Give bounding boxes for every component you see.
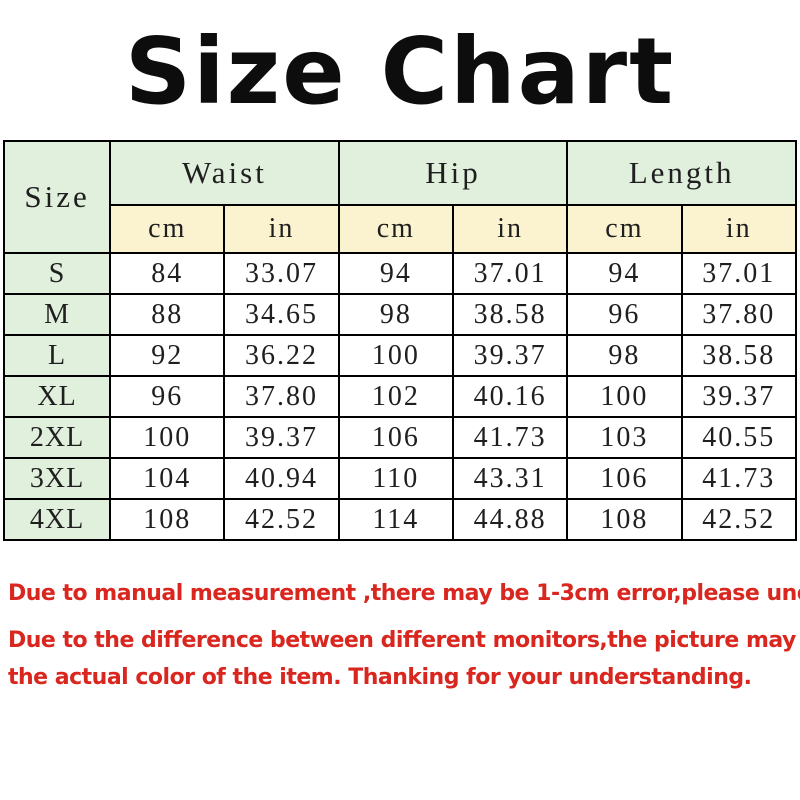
disclaimer-line-1: Due to manual measurement ,there may be … [8, 581, 800, 606]
table-row: 4XL 108 42.52 114 44.88 108 42.52 [2, 498, 798, 541]
cell-waist-cm: 96 [109, 375, 226, 418]
cell-length-cm: 96 [566, 293, 683, 336]
table-header-unit-row: cm in cm in cm in [4, 204, 798, 254]
cell-waist-in: 42.52 [223, 498, 340, 541]
cell-length-cm: 108 [566, 498, 683, 541]
cell-hip-in: 38.58 [451, 293, 569, 336]
cell-length-cm: 98 [566, 334, 683, 377]
size-label: M [2, 293, 112, 336]
cell-length-cm: 103 [566, 416, 683, 459]
unit-header-hip-in: in [451, 204, 569, 254]
cell-length-cm: 100 [566, 375, 683, 418]
unit-header-length-cm: cm [566, 204, 683, 254]
column-group-hip: Hip [337, 140, 569, 206]
cell-waist-cm: 104 [109, 457, 226, 500]
cell-waist-cm: 92 [109, 334, 226, 377]
cell-waist-cm: 84 [109, 252, 226, 295]
cell-length-in: 37.80 [680, 293, 798, 336]
table-row: S 84 33.07 94 37.01 94 37.01 [2, 252, 798, 295]
size-label: L [2, 334, 112, 377]
size-label: 2XL [2, 416, 112, 459]
table-row: XL 96 37.80 102 40.16 100 39.37 [2, 375, 798, 418]
cell-hip-in: 43.31 [451, 457, 569, 500]
cell-waist-in: 39.37 [223, 416, 340, 459]
table-row: L 92 36.22 100 39.37 98 38.58 [2, 334, 798, 377]
cell-hip-cm: 98 [337, 293, 454, 336]
cell-waist-cm: 108 [109, 498, 226, 541]
size-label: XL [2, 375, 112, 418]
table-row: 2XL 100 39.37 106 41.73 103 40.55 [2, 416, 798, 459]
cell-hip-in: 39.37 [451, 334, 569, 377]
cell-waist-in: 36.22 [223, 334, 340, 377]
page-title: Size Chart [124, 18, 676, 125]
cell-length-cm: 94 [566, 252, 683, 295]
column-group-waist: Waist [109, 140, 340, 206]
cell-waist-cm: 100 [109, 416, 226, 459]
cell-hip-in: 40.16 [451, 375, 569, 418]
cell-hip-cm: 94 [337, 252, 454, 295]
cell-length-in: 38.58 [680, 334, 798, 377]
table-row: M 88 34.65 98 38.58 96 37.80 [2, 293, 798, 336]
unit-header-waist-cm: cm [109, 204, 226, 254]
cell-hip-cm: 102 [337, 375, 454, 418]
cell-length-in: 40.55 [680, 416, 798, 459]
cell-hip-in: 44.88 [451, 498, 569, 541]
cell-waist-in: 37.80 [223, 375, 340, 418]
cell-hip-cm: 106 [337, 416, 454, 459]
cell-length-in: 37.01 [680, 252, 798, 295]
size-chart-table: Size Waist Hip Length cm in cm in cm in … [2, 140, 798, 541]
cell-length-in: 41.73 [680, 457, 798, 500]
size-label: 4XL [2, 498, 112, 541]
size-chart-page: Size Chart Size Waist Hip Length cm in c… [0, 4, 800, 800]
cell-length-in: 42.52 [680, 498, 798, 541]
cell-hip-cm: 114 [337, 498, 454, 541]
size-label: 3XL [2, 457, 112, 500]
unit-header-waist-in: in [223, 204, 340, 254]
cell-waist-in: 33.07 [223, 252, 340, 295]
cell-hip-in: 37.01 [451, 252, 569, 295]
column-group-length: Length [566, 140, 797, 206]
cell-waist-in: 34.65 [223, 293, 340, 336]
disclaimer-text: Due to manual measurement ,there may be … [0, 575, 800, 696]
cell-hip-cm: 110 [337, 457, 454, 500]
size-label: S [2, 252, 112, 295]
cell-waist-cm: 88 [109, 293, 226, 336]
cell-length-in: 39.37 [680, 375, 798, 418]
disclaimer-line-2: Due to the difference between different … [8, 628, 800, 653]
cell-length-cm: 106 [566, 457, 683, 500]
cell-waist-in: 40.94 [223, 457, 340, 500]
cell-hip-cm: 100 [337, 334, 454, 377]
unit-header-length-in: in [680, 204, 798, 254]
table-row: 3XL 104 40.94 110 43.31 106 41.73 [2, 457, 798, 500]
cell-hip-in: 41.73 [451, 416, 569, 459]
column-header-size: Size [2, 140, 112, 254]
disclaimer-line-3: the actual color of the item. Thanking f… [8, 665, 752, 690]
unit-header-hip-cm: cm [337, 204, 454, 254]
table-header-group-row: Size Waist Hip Length [2, 140, 797, 254]
